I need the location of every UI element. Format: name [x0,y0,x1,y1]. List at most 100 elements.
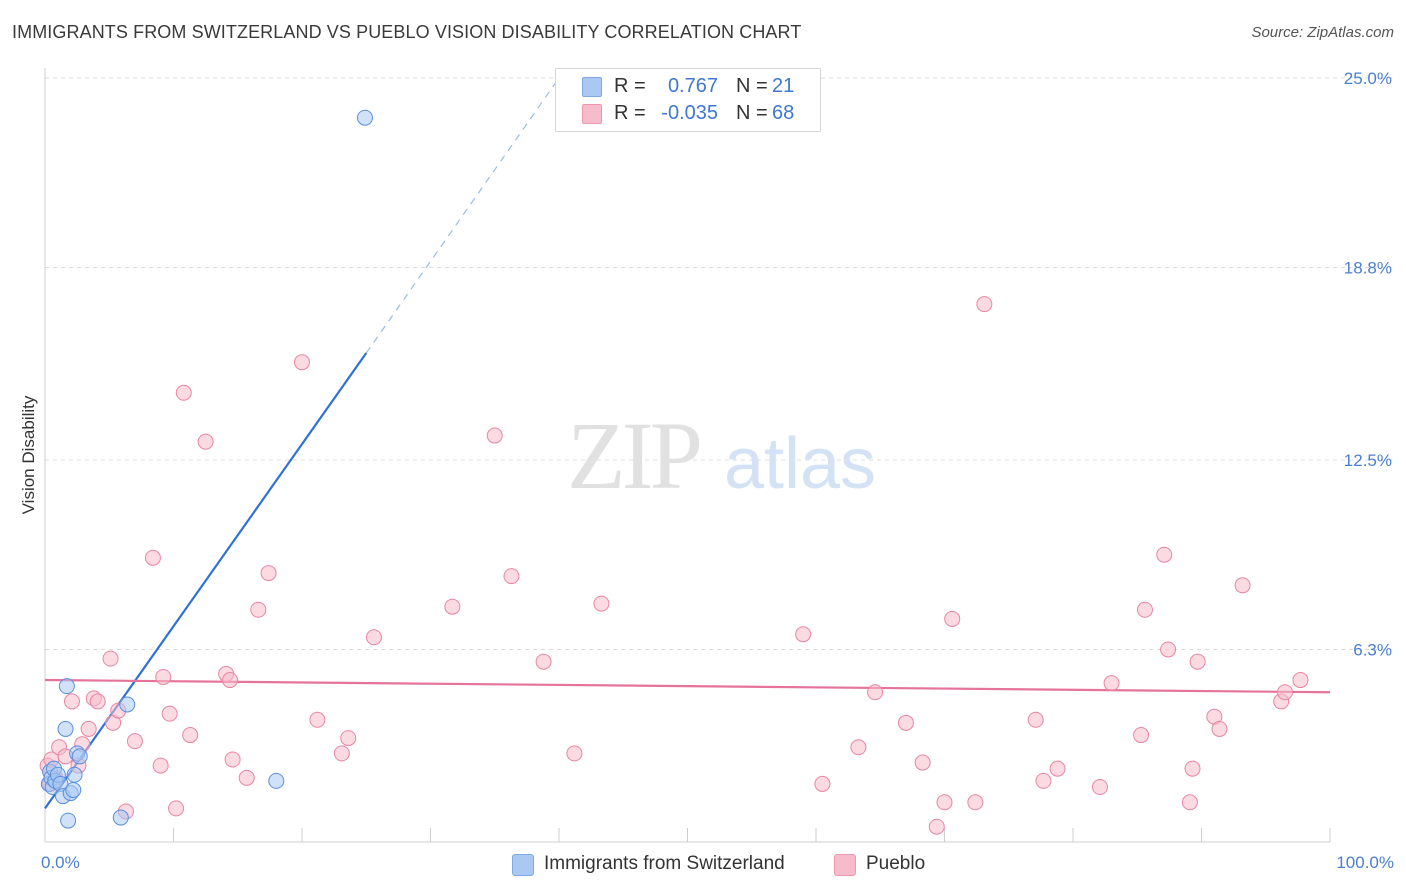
data-point-pueblo [444,598,461,615]
x-tick-label: 0.0% [41,853,80,872]
data-point-pueblo [168,800,185,817]
data-point-pueblo [1027,711,1044,728]
data-point-pueblo [309,711,326,728]
stat-n-value: 21 [772,75,795,97]
data-point-pueblo [89,693,106,710]
stat-n-value: 68 [772,102,795,124]
data-point-switzerland [356,109,373,126]
x-tick-label: 100.0% [1336,853,1394,872]
tick-labels: 6.3% 12.5% 18.8% 25.0% 0.0% 100.0% [41,69,1394,872]
trend-lines [44,77,1331,810]
data-point-pueblo [1049,760,1066,777]
data-point-pueblo [566,745,583,762]
data-point-switzerland [57,720,74,737]
data-point-switzerland [66,766,83,783]
data-point-pueblo [260,565,277,582]
data-point-pueblo [175,384,192,401]
data-point-pueblo [126,733,143,750]
gridlines [45,77,1392,650]
watermark: ZIP atlas [567,402,876,509]
stat-swatch-pueblo [582,104,602,124]
data-point-pueblo [63,693,80,710]
data-point-pueblo [238,769,255,786]
data-point-switzerland [71,748,88,765]
legend-swatch-switzerland [512,854,534,876]
data-point-pueblo [80,720,97,737]
data-point-pueblo [182,727,199,744]
y-tick-label: 25.0% [1344,69,1392,88]
data-point-switzerland [60,812,77,829]
data-point-pueblo [867,684,884,701]
data-point-pueblo [928,818,945,835]
stat-r-label: R = [614,75,646,97]
data-point-pueblo [294,354,310,371]
data-point-pueblo [1136,601,1153,618]
data-point-pueblo [593,595,610,612]
data-point-pueblo [161,705,178,722]
data-point-pueblo [250,601,267,618]
data-point-pueblo [1211,720,1228,737]
data-point-pueblo [850,739,867,756]
data-point-pueblo [340,730,357,747]
data-point-pueblo [795,626,812,643]
source-label: Source: ZipAtlas.com [1251,24,1394,41]
y-tick-label: 6.3% [1353,640,1392,659]
legend-label: Pueblo [866,853,926,874]
watermark-zip: ZIP [567,402,700,509]
trend-line-pueblo [44,678,1331,694]
stat-r-label: R = [614,102,646,124]
data-point-switzerland [112,809,129,826]
trend-line-switzerland-extension [365,77,560,354]
data-point-pueblo [944,610,961,627]
data-point-pueblo [897,714,914,731]
data-point-pueblo [503,568,520,585]
data-point-switzerland [58,678,75,695]
trend-line-switzerland [44,352,368,810]
data-point-pueblo [333,745,350,762]
data-point-pueblo [914,754,931,771]
data-point-pueblo [224,751,241,768]
data-point-pueblo [1103,675,1120,692]
data-point-switzerland [119,696,136,713]
data-point-pueblo [102,650,119,667]
correlation-stats-box: R = 0.767 N = 21 R = -0.035 N = 68 [555,68,821,132]
watermark-atlas: atlas [724,424,876,504]
data-point-pueblo [144,549,161,566]
data-point-pueblo [486,427,503,444]
legend: Immigrants from Switzerland Pueblo [0,852,1406,878]
data-point-pueblo [1184,760,1201,777]
stat-n-label: N = [736,102,768,124]
data-point-switzerland [268,772,285,789]
legend-swatch-pueblo [834,854,856,876]
data-points [39,109,1309,835]
data-point-pueblo [1181,794,1198,811]
data-point-pueblo [976,296,993,313]
data-point-pueblo [152,757,169,774]
stat-row-pueblo: R = -0.035 N = 68 [556,100,820,126]
data-point-pueblo [1277,684,1294,701]
axes [44,68,1331,843]
data-point-pueblo [197,433,214,450]
legend-label: Immigrants from Switzerland [544,853,785,874]
data-point-pueblo [1292,672,1309,689]
data-point-pueblo [1160,641,1177,658]
data-point-pueblo [1035,772,1052,789]
stat-row-switzerland: R = 0.767 N = 21 [556,73,820,99]
data-point-pueblo [1234,577,1251,594]
stat-n-label: N = [736,75,768,97]
data-point-pueblo [1133,727,1150,744]
data-point-pueblo [365,629,382,646]
chart-title: IMMIGRANTS FROM SWITZERLAND VS PUEBLO VI… [12,22,802,42]
y-tick-label: 12.5% [1344,451,1392,470]
y-tick-label: 18.8% [1344,258,1392,277]
data-point-pueblo [222,672,239,689]
data-point-switzerland [65,782,82,799]
stat-r-value: -0.035 [661,102,718,124]
stat-swatch-switzerland [582,77,602,97]
data-point-pueblo [936,794,953,811]
data-point-pueblo [967,794,984,811]
data-point-pueblo [1091,778,1108,795]
data-point-pueblo [155,668,172,685]
data-point-pueblo [1189,653,1206,670]
